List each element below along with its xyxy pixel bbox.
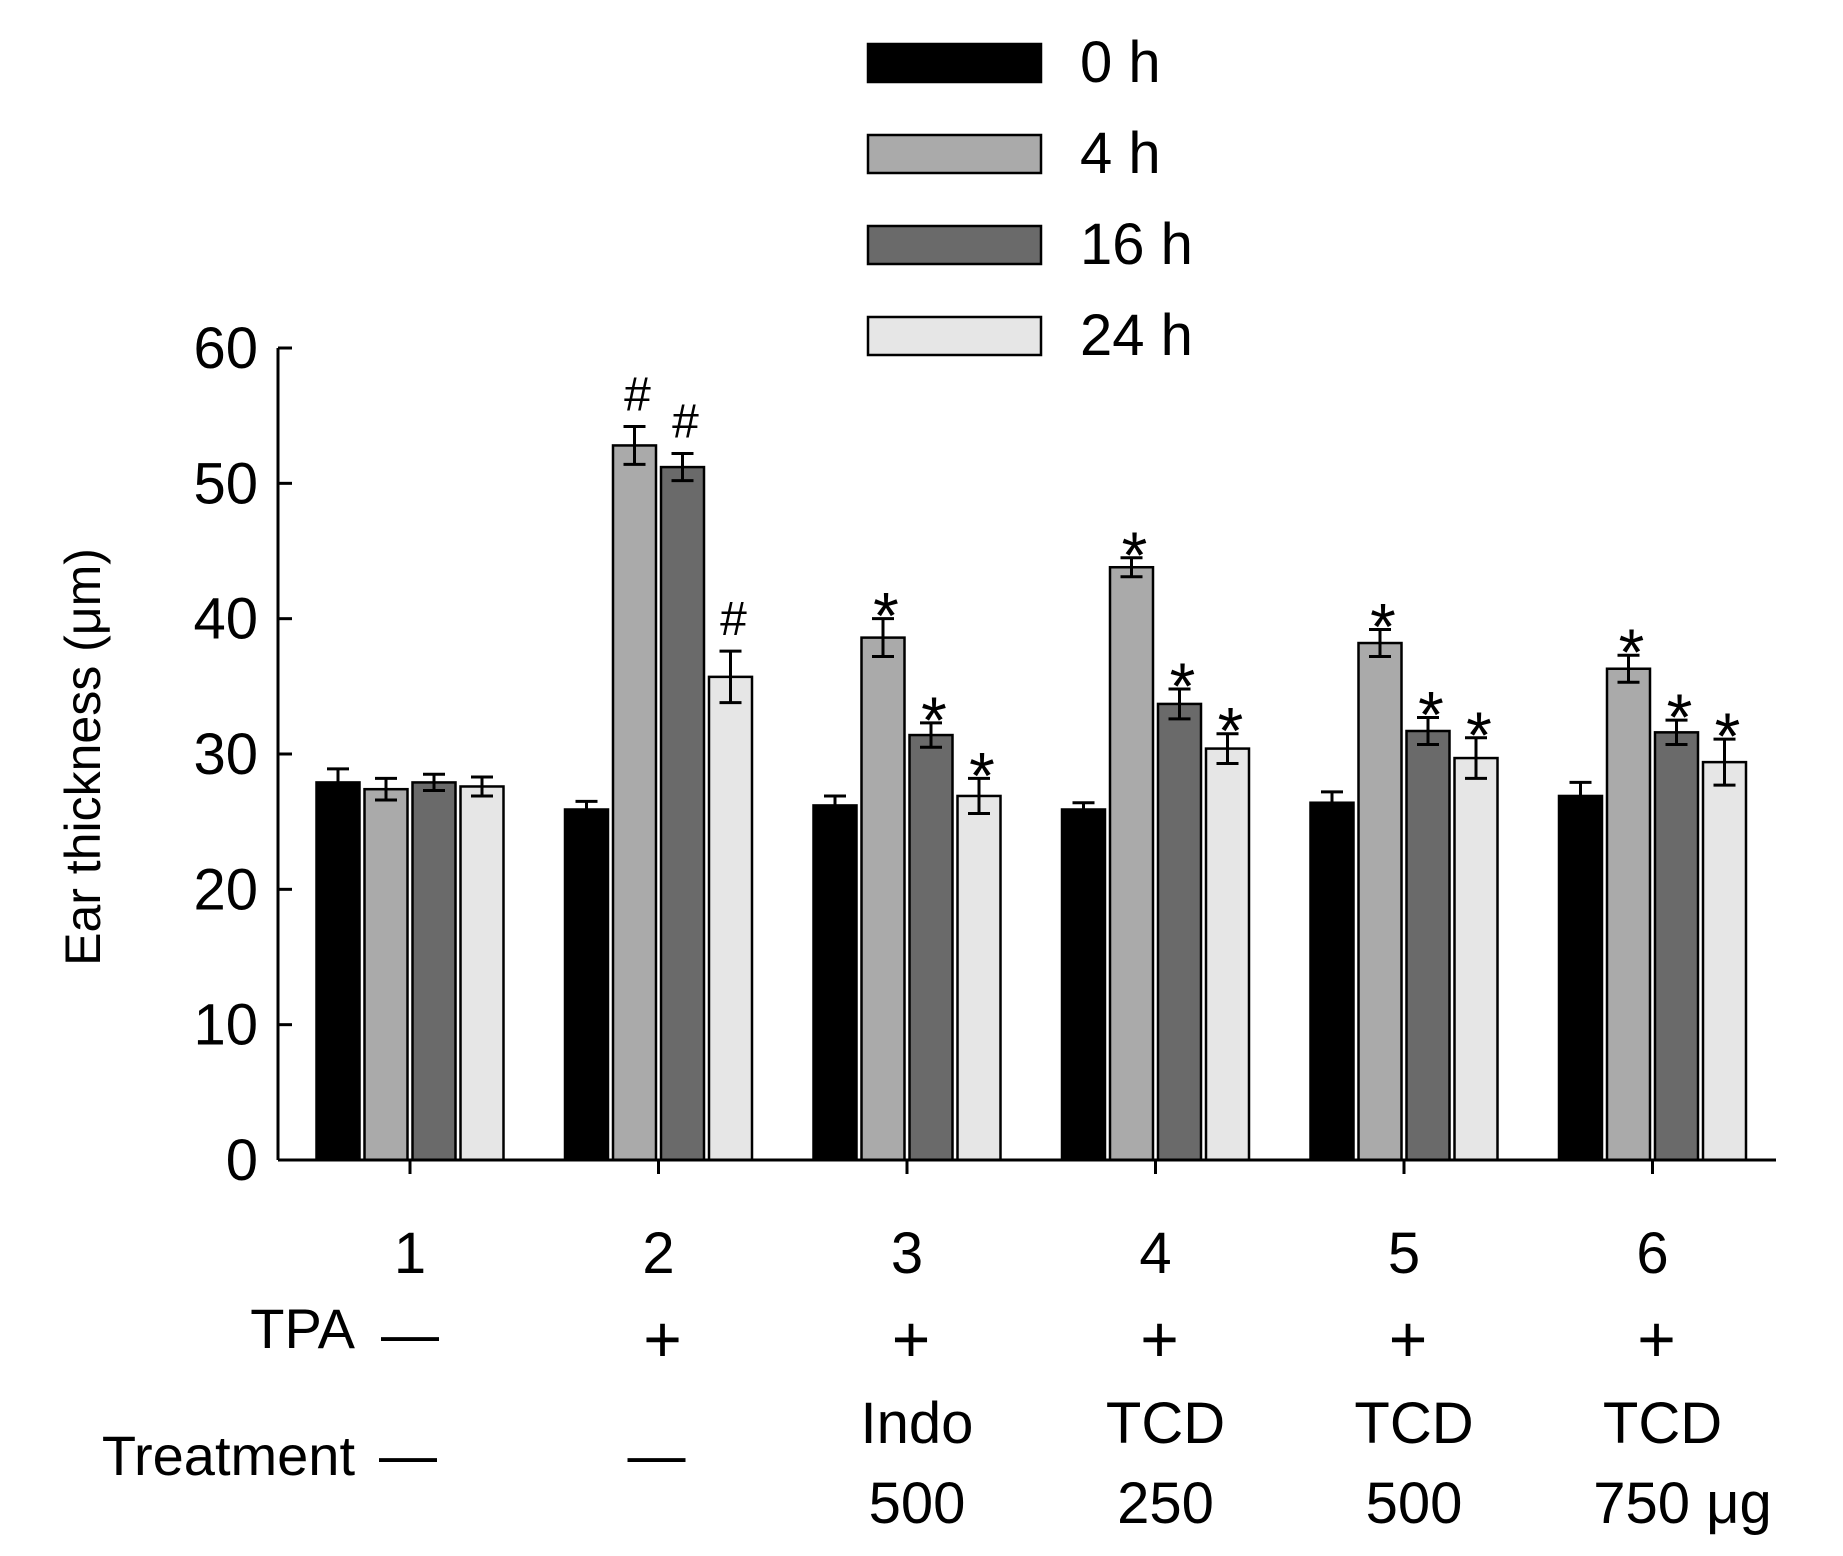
- y-tick-label: 50: [193, 451, 258, 516]
- bar: [956, 794, 1002, 1162]
- significance-mark: *: [1715, 699, 1741, 773]
- bar: [1701, 760, 1748, 1162]
- y-tick-label: 40: [193, 587, 258, 652]
- x-axis: 1 2 3 4 5 6: [278, 1158, 1776, 1286]
- y-axis: 0 10 20 30 40 50 60: [193, 316, 292, 1193]
- treatment-name: TCD: [1354, 1391, 1473, 1456]
- bar: [1557, 794, 1604, 1162]
- legend-label: 4 h: [1080, 121, 1161, 186]
- bar: [1653, 731, 1700, 1162]
- treatment-dose: 500: [1366, 1471, 1463, 1536]
- significance-mark: #: [624, 368, 651, 421]
- treatment-dose: 250: [1117, 1471, 1214, 1536]
- y-tick-label: 60: [193, 316, 258, 381]
- treatment-value: —: [628, 1423, 686, 1488]
- x-tick-label: 3: [891, 1221, 923, 1286]
- tpa-value: —: [381, 1302, 439, 1367]
- significance-mark: #: [720, 593, 747, 646]
- bar: [459, 785, 505, 1162]
- x-tick-label: 6: [1636, 1221, 1668, 1286]
- treatment-name: Indo: [861, 1391, 974, 1456]
- bar: [411, 781, 457, 1162]
- treatment-row-label: Treatment: [102, 1424, 356, 1487]
- x-tick-label: 5: [1388, 1221, 1420, 1286]
- significance-mark: #: [672, 396, 699, 449]
- bar: [707, 675, 754, 1162]
- bar: [1405, 729, 1451, 1162]
- legend: 0 h 4 h 16 h 24 h: [866, 30, 1193, 368]
- treatment-dose: 500: [869, 1471, 966, 1536]
- tpa-value: +: [1637, 1302, 1676, 1376]
- bars: # # # * * * * * * * * * * * *: [315, 368, 1748, 1162]
- treatment-name: TCD: [1603, 1391, 1722, 1456]
- bar: [315, 781, 361, 1162]
- y-tick-label: 30: [193, 722, 258, 787]
- bar: [812, 804, 858, 1162]
- legend-label: 0 h: [1080, 30, 1161, 95]
- legend-swatch: [866, 133, 1043, 175]
- tpa-row-label: TPA: [250, 1297, 355, 1360]
- x-tick-label: 1: [394, 1221, 426, 1286]
- bar: [1204, 747, 1251, 1162]
- significance-mark: *: [1667, 680, 1693, 754]
- tpa-value: +: [1140, 1302, 1179, 1376]
- significance-mark: *: [1466, 698, 1492, 772]
- x-tick-label: 4: [1139, 1221, 1171, 1286]
- bar: [1060, 808, 1107, 1162]
- significance-mark: *: [1418, 677, 1444, 751]
- bar: [908, 733, 954, 1162]
- significance-mark: *: [1218, 694, 1244, 768]
- bar: [1357, 641, 1403, 1162]
- legend-label: 24 h: [1080, 303, 1193, 368]
- treatment-name: TCD: [1106, 1391, 1225, 1456]
- legend-swatch: [866, 224, 1043, 266]
- significance-mark: *: [1370, 589, 1396, 663]
- tpa-value: +: [1389, 1302, 1428, 1376]
- treatment-dose: 750 μg: [1593, 1471, 1772, 1536]
- bar: [1108, 565, 1155, 1162]
- legend-swatch: [866, 315, 1043, 357]
- legend-label: 16 h: [1080, 212, 1193, 277]
- x-tick-label: 2: [642, 1221, 674, 1286]
- treatment-value: —: [379, 1423, 437, 1488]
- bar: [363, 787, 409, 1162]
- significance-mark: *: [921, 683, 947, 757]
- y-axis-label: Ear thickness (μm): [55, 548, 111, 966]
- bar: [611, 444, 658, 1162]
- bar: [860, 636, 906, 1162]
- bar: [1156, 702, 1203, 1162]
- significance-mark: *: [969, 738, 995, 812]
- tpa-value: +: [643, 1302, 682, 1376]
- bar: [1309, 801, 1355, 1162]
- significance-mark: *: [1619, 615, 1645, 689]
- bar: [563, 808, 610, 1162]
- bar: [1605, 667, 1652, 1162]
- bar: [659, 465, 706, 1162]
- tpa-value: +: [892, 1302, 931, 1376]
- significance-mark: *: [1170, 649, 1196, 723]
- y-tick-label: 10: [193, 993, 258, 1058]
- bar: [1453, 756, 1499, 1162]
- x-annotations: Ear thickness (μm) TPA Treatment — + + + + + —…: [55, 548, 1772, 1536]
- significance-mark: *: [1122, 518, 1148, 592]
- significance-mark: *: [873, 579, 899, 653]
- y-tick-label: 0: [226, 1128, 258, 1193]
- legend-swatch: [866, 42, 1043, 84]
- y-tick-label: 20: [193, 857, 258, 922]
